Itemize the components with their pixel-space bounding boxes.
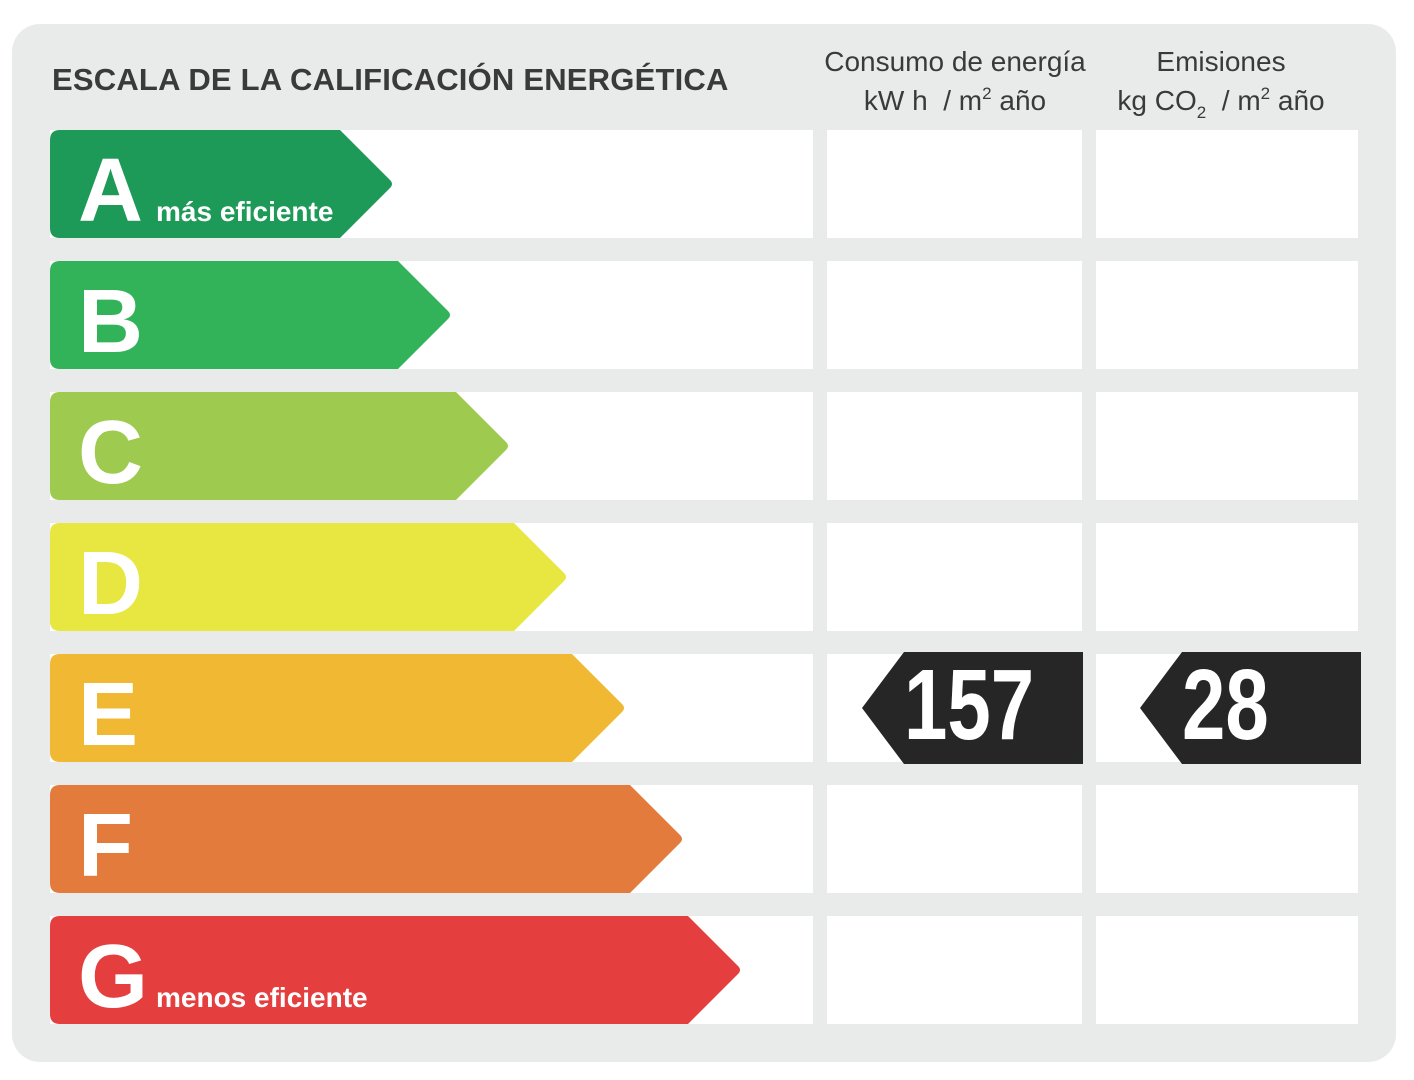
emissions-result-tag: 28 bbox=[1140, 652, 1361, 764]
rating-arrow-a bbox=[50, 130, 394, 238]
consumption-result-tag-value: 157 bbox=[904, 649, 1035, 761]
rating-arrow-e bbox=[50, 654, 626, 762]
emissions-header-unit: kg CO2 / m2 año bbox=[1117, 84, 1325, 122]
rating-arrow-shape-d bbox=[50, 523, 566, 631]
rating-sublabel-g: menos eficiente bbox=[156, 982, 368, 1013]
emissions-result-tag-value: 28 bbox=[1182, 649, 1269, 761]
rating-arrow-d bbox=[50, 523, 568, 631]
rating-letter-g: G bbox=[78, 927, 149, 1027]
rating-arrow-shape-b bbox=[50, 261, 450, 369]
rating-letter-e: E bbox=[78, 665, 139, 765]
consumption-cell-g bbox=[827, 916, 1082, 1024]
rating-arrow-shape-f bbox=[50, 785, 682, 893]
consumption-result-tag-shape bbox=[862, 652, 1083, 764]
consumption-cell-b bbox=[827, 261, 1082, 369]
consumption-cell-d bbox=[827, 523, 1082, 631]
consumption-header-title: Consumo de energía bbox=[824, 46, 1086, 77]
rating-letter-a: A bbox=[78, 141, 143, 241]
consumption-column-header: Consumo de energía kW h / m2 año bbox=[815, 42, 1095, 120]
rating-arrow-shape-g bbox=[50, 916, 740, 1024]
rating-letter-f: F bbox=[78, 796, 133, 896]
emissions-cell-g bbox=[1096, 916, 1358, 1024]
emissions-cell-d bbox=[1096, 523, 1358, 631]
consumption-cell-f bbox=[827, 785, 1082, 893]
consumption-cell-a bbox=[827, 130, 1082, 238]
rating-sublabel-a: más eficiente bbox=[156, 196, 334, 227]
rating-arrow-shape-e bbox=[50, 654, 624, 762]
rating-letter-d: D bbox=[78, 534, 143, 634]
consumption-header-unit: kW h / m2 año bbox=[863, 84, 1047, 116]
rating-letter-b: B bbox=[78, 272, 143, 372]
emissions-cell-a bbox=[1096, 130, 1358, 238]
rating-letter-c: C bbox=[78, 403, 143, 503]
rating-arrow-c bbox=[50, 392, 510, 500]
emissions-column-header: Emisiones kg CO2 / m2 año bbox=[1090, 42, 1352, 122]
emissions-header-title: Emisiones bbox=[1156, 46, 1286, 77]
scale-title: ESCALA DE LA CALIFICACIÓN ENERGÉTICA bbox=[52, 62, 729, 97]
consumption-cell-c bbox=[827, 392, 1082, 500]
rating-arrow-shape-c bbox=[50, 392, 508, 500]
rating-arrow-b bbox=[50, 261, 452, 369]
emissions-cell-f bbox=[1096, 785, 1358, 893]
emissions-cell-c bbox=[1096, 392, 1358, 500]
consumption-result-tag: 157 bbox=[862, 652, 1083, 764]
rating-arrow-shape-a bbox=[50, 130, 392, 238]
rating-arrow-g bbox=[50, 916, 742, 1024]
emissions-cell-b bbox=[1096, 261, 1358, 369]
rating-arrow-f bbox=[50, 785, 684, 893]
emissions-result-tag-shape bbox=[1140, 652, 1361, 764]
